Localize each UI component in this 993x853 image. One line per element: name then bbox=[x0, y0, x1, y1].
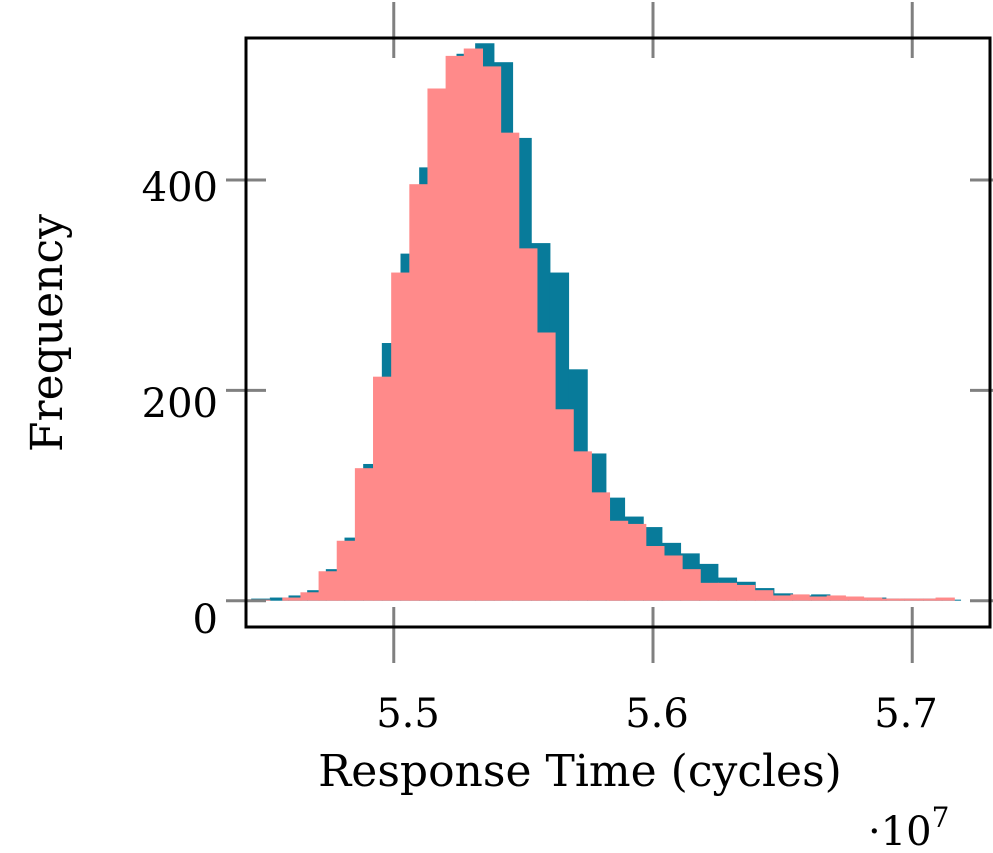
plot-frame bbox=[244, 36, 992, 629]
x-multiplier: ·107 bbox=[868, 801, 949, 853]
histogram-bar-series-0-bin-1 bbox=[269, 597, 290, 601]
histogram-bar-series-1-bin-14 bbox=[518, 248, 538, 601]
histogram-bar-series-1-bin-24 bbox=[699, 582, 719, 601]
histogram-bar-series-1-bin-18 bbox=[590, 492, 611, 601]
histogram-bar-series-1-bin-23 bbox=[681, 569, 701, 601]
histogram-bar-series-1-bin-3 bbox=[318, 571, 338, 601]
histogram-bar-series-1-bin-28 bbox=[772, 595, 792, 601]
histogram-bar-series-1-bin-5 bbox=[354, 468, 375, 601]
y-axis-label: Frequency bbox=[22, 214, 73, 452]
histogram-bar-series-1-bin-21 bbox=[645, 546, 665, 601]
histogram-bar-series-1-bin-36 bbox=[917, 598, 937, 601]
x-multiplier-exponent: 7 bbox=[932, 801, 950, 834]
histogram-bar-series-1-bin-32 bbox=[844, 596, 865, 601]
histogram-bar-series-1-bin-33 bbox=[862, 597, 883, 601]
histogram-bar-series-1-bin-34 bbox=[881, 598, 901, 601]
histogram-bar-series-1-bin-19 bbox=[608, 520, 629, 601]
ytick-label-0: 0 bbox=[193, 597, 218, 643]
histogram-bar-series-1-bin-12 bbox=[481, 66, 502, 601]
histogram-bar-series-1-bin-8 bbox=[409, 184, 429, 601]
histogram-bar-series-1-bin-16 bbox=[554, 409, 574, 601]
histogram-bar-series-1-bin-25 bbox=[717, 582, 738, 601]
histogram-bar-series-1-bin-17 bbox=[572, 451, 592, 601]
ytick-label-400: 400 bbox=[142, 165, 218, 211]
histogram-bar-series-1-bin-26 bbox=[735, 584, 756, 601]
histogram-bar-series-1-bin-7 bbox=[391, 272, 411, 601]
histogram-bar-series-1-bin-20 bbox=[627, 523, 647, 601]
histogram-bar-series-1-bin-31 bbox=[826, 595, 846, 601]
histogram-bar-series-1-bin-9 bbox=[427, 88, 447, 601]
histogram-bar-series-1-bin-30 bbox=[808, 596, 828, 601]
xtick-label-5-7: 5.7 bbox=[874, 691, 938, 737]
histogram-bar-series-1-bin-6 bbox=[373, 376, 393, 601]
histogram-bar-series-1-bin-37 bbox=[935, 597, 955, 601]
histogram-bar-series-1-bin-35 bbox=[899, 598, 919, 601]
histogram-bar-series-1-bin-22 bbox=[663, 555, 683, 601]
histogram-bar-series-1-bin-10 bbox=[445, 55, 465, 601]
ytick-label-200: 200 bbox=[142, 381, 218, 427]
bars-layer bbox=[251, 43, 962, 601]
xtick-label-5-6: 5.6 bbox=[625, 691, 689, 737]
histogram-bar-series-1-bin-1 bbox=[282, 597, 302, 601]
histogram-bar-series-1-bin-29 bbox=[790, 594, 810, 601]
histogram-bar-series-1-bin-4 bbox=[336, 540, 356, 601]
xtick-label-5-5: 5.5 bbox=[376, 691, 440, 737]
histogram-bar-series-1-bin-2 bbox=[300, 592, 320, 601]
histogram-bar-series-1-bin-27 bbox=[754, 590, 774, 601]
x-axis-label: Response Time (cycles) bbox=[318, 746, 842, 797]
histogram-bar-series-1-bin-13 bbox=[500, 132, 520, 601]
x-multiplier-base: ·10 bbox=[868, 809, 932, 853]
histogram-bar-series-1-bin-15 bbox=[536, 332, 556, 601]
histogram-bar-series-1-bin-11 bbox=[463, 48, 484, 601]
